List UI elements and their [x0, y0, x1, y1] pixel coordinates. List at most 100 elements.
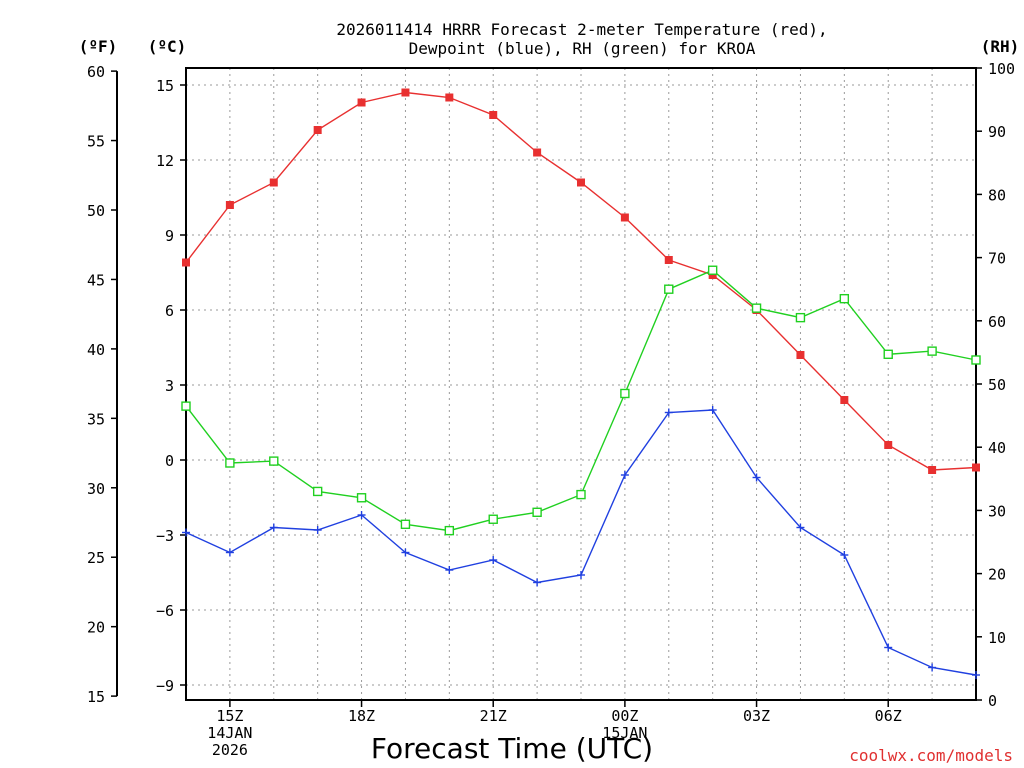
2-meter-temperature-point	[269, 178, 278, 187]
rh-point	[795, 312, 806, 323]
celsius-tick-label: 6	[165, 302, 174, 320]
rh-point	[488, 514, 498, 524]
x-tick-label: 21Z	[480, 707, 507, 725]
2-meter-temperature-point	[182, 258, 190, 267]
rh-tick-label: 40	[988, 439, 1006, 457]
chart-title-line-1: 2026011414 HRRR Forecast 2-meter Tempera…	[336, 20, 827, 39]
rh-unit-label: (RH)	[981, 37, 1020, 56]
dewpoint-point	[313, 526, 322, 534]
rh-tick-label: 30	[988, 502, 1006, 520]
2-meter-temperature-point	[313, 126, 322, 134]
dewpoint-point	[182, 528, 190, 537]
x-tick-label: 06Z	[875, 707, 902, 725]
rh-point	[400, 519, 411, 530]
fahrenheit-tick-label: 40	[87, 341, 105, 359]
2-meter-temperature-point	[620, 213, 629, 222]
dewpoint-point	[840, 551, 849, 559]
rh-tick-label: 20	[988, 566, 1006, 584]
celsius-unit-label: (ºC)	[148, 37, 187, 56]
2-meter-temperature-point	[577, 178, 585, 187]
dewpoint-point	[664, 408, 673, 417]
rh-tick-label: 10	[988, 629, 1006, 647]
rh-point	[181, 401, 191, 411]
celsius-tick-label: 9	[165, 227, 174, 245]
celsius-tick-label: 3	[165, 377, 174, 395]
2-meter-temperature-point	[489, 111, 498, 119]
x-tick-label: 14JAN	[207, 724, 252, 742]
rh-point	[839, 293, 850, 304]
rh-point	[444, 525, 455, 536]
fahrenheit-tick-label: 45	[87, 271, 105, 289]
dewpoint-point	[445, 566, 454, 574]
dewpoint-point	[489, 556, 498, 564]
celsius-tick-label: −9	[156, 677, 174, 695]
2-meter-temperature-point	[357, 98, 366, 107]
fahrenheit-tick-label: 55	[87, 133, 105, 151]
credit-text: coolwx.com/models	[849, 746, 1013, 765]
celsius-tick-label: −6	[156, 602, 174, 620]
rh-tick-label: 50	[988, 376, 1006, 394]
rh-point	[883, 349, 893, 359]
x-tick-label: 2026	[212, 741, 248, 759]
rh-tick-label: 70	[988, 250, 1006, 268]
2-meter-temperature-line	[185, 91, 977, 471]
2-meter-temperature-point	[796, 351, 805, 359]
dewpoint-point	[752, 473, 761, 482]
dewpoint-point	[577, 571, 585, 579]
plot-frame	[185, 67, 977, 701]
dewpoint-point	[620, 471, 629, 479]
rh-tick-label: 0	[988, 692, 997, 710]
dewpoint-point	[796, 523, 805, 532]
rh-point	[751, 303, 762, 313]
x-tick-label: 15JAN	[602, 724, 647, 742]
dewpoint-point	[269, 523, 278, 532]
rh-tick-label: 80	[988, 186, 1006, 204]
celsius-tick-label: 15	[156, 77, 174, 95]
dewpoint-point	[928, 663, 937, 672]
rh-point	[664, 284, 674, 294]
axes: 6055504540353025201515129630−3−6−9100908…	[87, 60, 1015, 759]
rh-point	[707, 265, 718, 275]
dewpoint-point	[708, 406, 717, 414]
2-meter-temperature-point	[401, 88, 410, 97]
fahrenheit-tick-label: 25	[87, 549, 105, 567]
celsius-tick-label: 0	[165, 452, 174, 470]
fahrenheit-tick-label: 30	[87, 480, 105, 498]
rh-point	[576, 489, 586, 500]
2-meter-temperature-point	[708, 271, 717, 279]
rh-point	[269, 456, 279, 466]
dewpoint-point	[401, 548, 410, 557]
celsius-tick-label: 12	[156, 152, 174, 170]
x-tick-label: 15Z	[216, 707, 243, 725]
series	[181, 88, 981, 679]
fahrenheit-tick-label: 20	[87, 619, 105, 637]
rh-tick-label: 60	[988, 313, 1006, 331]
x-tick-label: 03Z	[743, 707, 770, 725]
chart-title-line-2: Dewpoint (blue), RH (green) for KROA	[409, 39, 756, 58]
rh-tick-label: 100	[988, 60, 1015, 78]
2-meter-temperature-point	[928, 466, 937, 474]
2-meter-temperature-point	[445, 93, 454, 102]
x-tick-label: 00Z	[611, 707, 638, 725]
fahrenheit-unit-label: (ºF)	[79, 37, 118, 56]
dewpoint-point	[533, 578, 542, 587]
x-tick-label: 18Z	[348, 707, 375, 725]
rh-point	[225, 458, 235, 468]
2-meter-temperature-point	[664, 256, 673, 264]
2-meter-temperature-point	[533, 148, 542, 157]
rh-point	[312, 486, 323, 497]
fahrenheit-tick-label: 35	[87, 410, 105, 428]
rh-point	[532, 507, 542, 517]
fahrenheit-tick-label: 60	[87, 63, 105, 81]
celsius-tick-label: −3	[156, 527, 174, 545]
fahrenheit-tick-label: 15	[87, 688, 105, 706]
rh-tick-label: 90	[988, 123, 1006, 141]
rh-point	[356, 493, 367, 503]
x-axis-title: Forecast Time (UTC)	[371, 732, 653, 765]
dewpoint-point	[357, 511, 366, 519]
rh-point	[971, 355, 981, 365]
dewpoint-point	[884, 643, 893, 652]
grid	[186, 68, 976, 700]
fahrenheit-tick-label: 50	[87, 202, 105, 220]
